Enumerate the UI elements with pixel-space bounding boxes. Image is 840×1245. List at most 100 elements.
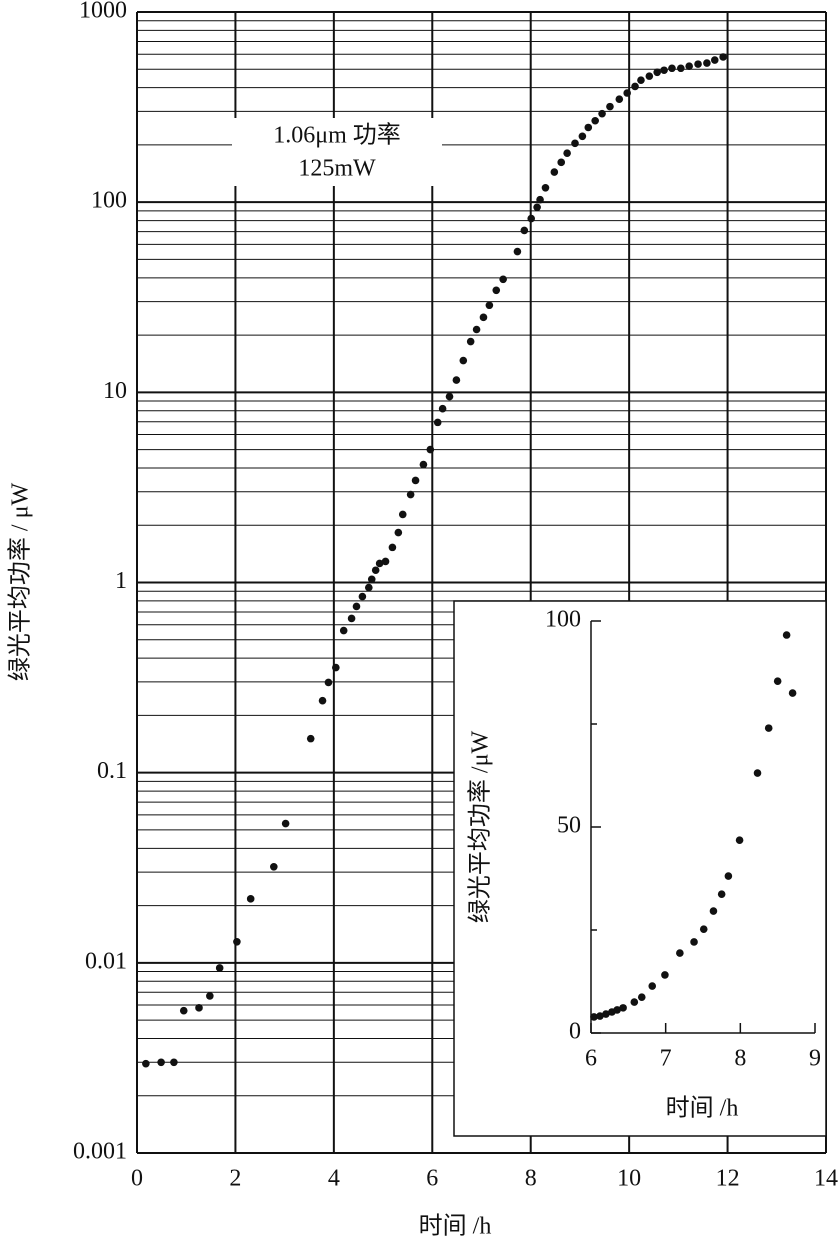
data-point [637, 76, 645, 84]
data-point [591, 116, 599, 125]
data-point [233, 938, 241, 946]
data-point [630, 998, 639, 1006]
data-point [520, 226, 529, 235]
data-point [438, 404, 447, 413]
y-tick-label: 1000 [79, 0, 127, 24]
data-point [527, 214, 536, 223]
data-point [717, 890, 726, 898]
inset-chart: 0 50 100 6 7 8 9 时间 /h 绿光平均功率 /μW [453, 600, 827, 1137]
data-point [735, 836, 744, 844]
y-axis-label: 绿光平均功率 /μW [467, 731, 494, 924]
data-point [631, 82, 639, 91]
data-point [724, 872, 733, 880]
x-tick-label: 0 [131, 1166, 143, 1192]
data-point [541, 184, 550, 192]
data-point [306, 734, 315, 743]
y-tick-label: 0.1 [97, 758, 127, 784]
data-point [719, 53, 727, 61]
data-point [606, 102, 614, 111]
data-point [419, 460, 428, 469]
data-point [388, 543, 397, 552]
data-point [246, 895, 255, 903]
y-tick-label: 0.001 [73, 1139, 127, 1165]
data-point [157, 1058, 165, 1067]
data-point [710, 56, 719, 64]
x-tick-label: 7 [660, 1046, 672, 1072]
y-tick-label: 100 [91, 188, 127, 214]
data-point [381, 557, 390, 566]
annotation-box [232, 118, 442, 186]
data-point [375, 559, 384, 568]
y-axis-label: 绿光平均功率 / μW [7, 483, 34, 682]
data-point [598, 109, 606, 118]
y-tick-label: 10 [103, 378, 127, 404]
x-tick-label: 6 [585, 1046, 597, 1072]
data-point [584, 123, 593, 132]
data-point [195, 1004, 203, 1012]
y-tick-label: 50 [557, 813, 581, 839]
data-point [206, 992, 214, 1000]
x-axis-label: 时间 /h [666, 1095, 739, 1122]
data-point [364, 583, 373, 592]
data-point [332, 663, 340, 672]
data-point [479, 313, 488, 322]
data-point [406, 490, 415, 499]
x-tick-label: 8 [525, 1166, 537, 1192]
y-tick-label: 1 [115, 568, 127, 594]
data-point [398, 510, 407, 519]
data-point [563, 149, 571, 157]
data-point [339, 626, 348, 635]
data-point [773, 677, 782, 685]
data-point [318, 696, 327, 705]
data-point [215, 964, 224, 972]
x-tick-label: 9 [809, 1046, 821, 1072]
x-tick-label: 2 [229, 1166, 241, 1192]
x-tick-label: 12 [716, 1166, 740, 1192]
x-tick-label: 10 [617, 1166, 641, 1192]
data-point [578, 132, 587, 141]
data-point [270, 862, 278, 871]
data-point [619, 1004, 627, 1012]
x-tick-label: 14 [814, 1166, 838, 1192]
data-point [685, 62, 693, 70]
data-point [499, 275, 507, 284]
data-point [557, 158, 566, 167]
data-point [179, 1006, 188, 1015]
data-point [485, 301, 494, 310]
data-point [596, 1012, 604, 1020]
data-point [703, 59, 711, 67]
data-point [753, 769, 762, 777]
data-point [371, 566, 380, 575]
data-point [648, 982, 657, 990]
data-point [281, 819, 290, 828]
x-tick-label: 4 [328, 1166, 340, 1192]
data-point [170, 1058, 178, 1067]
data-point [677, 64, 685, 73]
data-point [668, 64, 676, 73]
data-point [142, 1059, 150, 1068]
data-point [492, 286, 501, 295]
x-tick-label: 6 [426, 1166, 438, 1192]
data-point [445, 392, 454, 401]
data-point [694, 60, 702, 68]
data-point [459, 356, 468, 365]
data-point [653, 68, 661, 77]
data-point [637, 993, 646, 1001]
data-point [347, 614, 356, 623]
annotation: 1.06μm 功率 [273, 122, 401, 149]
y-tick-label: 0 [569, 1019, 581, 1045]
data-point [615, 95, 624, 103]
inset-frame [453, 600, 827, 1137]
data-point [536, 195, 544, 204]
data-point [550, 168, 559, 176]
data-point [324, 678, 333, 687]
data-point [466, 337, 475, 346]
data-point [411, 476, 420, 485]
data-point [660, 66, 668, 75]
data-point [709, 907, 718, 915]
y-tick-label: 0.01 [85, 948, 127, 974]
data-point [788, 689, 797, 697]
annotation: 125mW [298, 156, 376, 182]
data-point [661, 971, 669, 979]
